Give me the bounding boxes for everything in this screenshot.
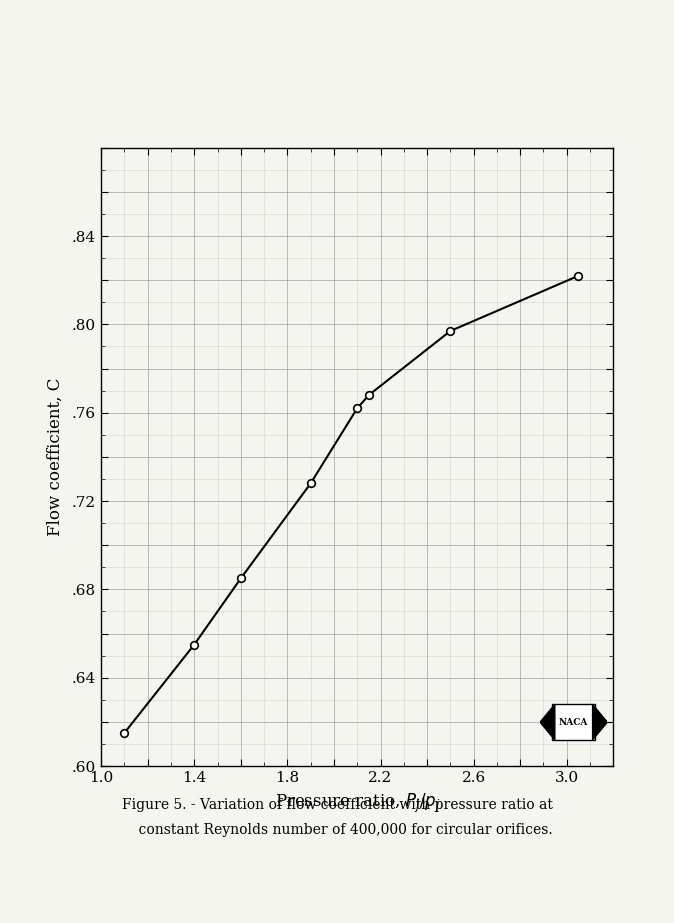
Text: Figure 5. - Variation of flow coefficient with pressure ratio at: Figure 5. - Variation of flow coefficien…: [121, 798, 553, 812]
X-axis label: Pressure ratio, $P_j/p_j$: Pressure ratio, $P_j/p_j$: [274, 792, 440, 815]
Text: constant Reynolds number of 400,000 for circular orifices.: constant Reynolds number of 400,000 for …: [121, 823, 553, 837]
FancyBboxPatch shape: [552, 704, 595, 740]
Text: NACA: NACA: [559, 718, 588, 726]
Polygon shape: [540, 704, 555, 740]
Y-axis label: Flow coefficient, C: Flow coefficient, C: [47, 378, 63, 536]
Polygon shape: [592, 704, 607, 740]
